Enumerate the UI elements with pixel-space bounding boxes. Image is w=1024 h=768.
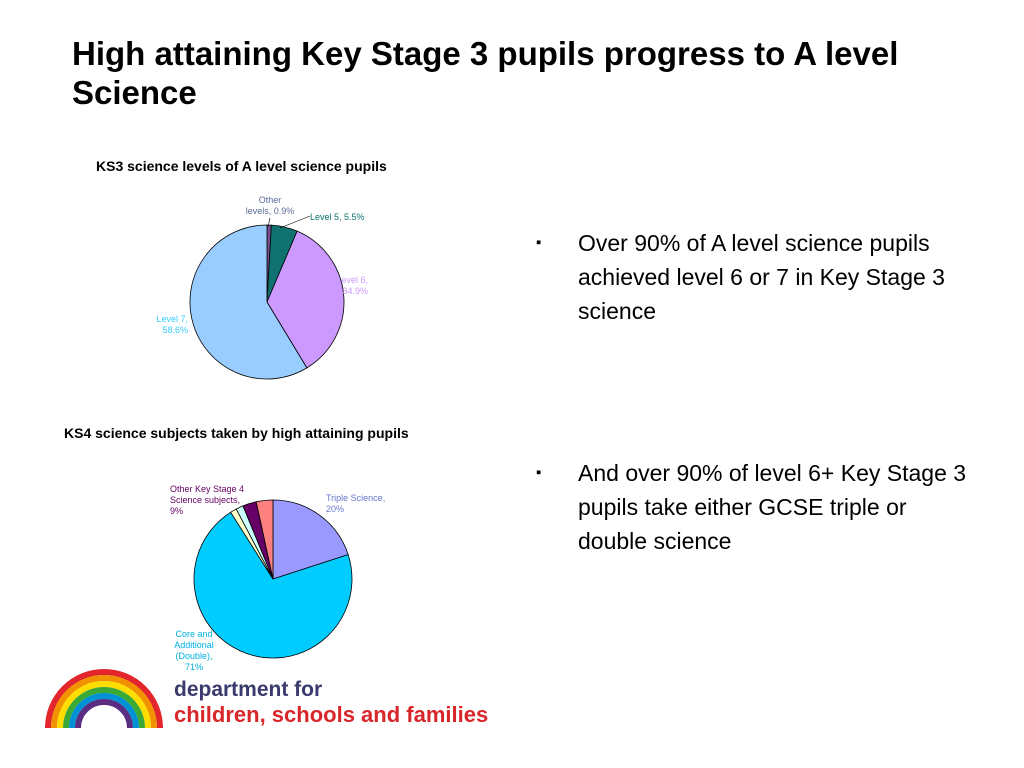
logo-text-line1: department for [174,678,323,701]
slice-label: Other Key Stage 4 Science subjects, 9% [170,484,244,516]
slice-label: Level 5, 5.5% [310,212,365,222]
logo-text-line2: children, schools and families [174,702,489,727]
slice-leader-line [279,215,311,229]
bullet-marker: ▪ [536,464,542,481]
rainbow-arc [75,699,133,729]
rainbow-arc [69,693,139,729]
slice-label: Level 7, 58.6% [156,314,188,335]
rainbow-arc [63,687,145,729]
slice-label: Core and Additional (Double), 71% [174,629,214,672]
rainbow-arc [57,681,151,729]
pie-slice [255,499,274,580]
pie-chart-ks4-subjects: Triple Science, 20% Core and Additional (Dou… [170,484,385,672]
pie-chart-ks3-levels: Other levels, 0.9% Level 5, 5.5% Level 6, 34… [156,195,368,380]
slice-leader-line [267,217,271,228]
slice-label: Triple Science, 20% [326,493,385,514]
bullet-text: Over 90% of A level science pupils achie… [578,230,945,324]
pie-slice [272,499,349,580]
pie-slice [193,511,353,659]
rainbow-arc [51,675,157,729]
rainbow-logo-icon [45,669,163,729]
bullet-text: And over 90% of level 6+ Key Stage 3 pup… [578,460,967,554]
chart-2-title: KS4 science subjects taken by high attai… [64,425,409,441]
dcsf-logo: department for children, schools and fam… [42,664,512,734]
bullet-item: ▪ Over 90% of A level science pupils ach… [536,226,976,328]
slice-label: Other levels, 0.9% [246,195,295,216]
slice-label: Level 6, 34.9% [336,275,368,296]
bullet-item: ▪ And over 90% of level 6+ Key Stage 3 p… [536,456,976,558]
rainbow-arc [45,669,163,729]
slide-title: High attaining Key Stage 3 pupils progre… [72,35,899,111]
chart-1-title: KS3 science levels of A level science pu… [96,158,387,174]
pie-slice [189,224,308,380]
bullet-marker: ▪ [536,234,542,251]
